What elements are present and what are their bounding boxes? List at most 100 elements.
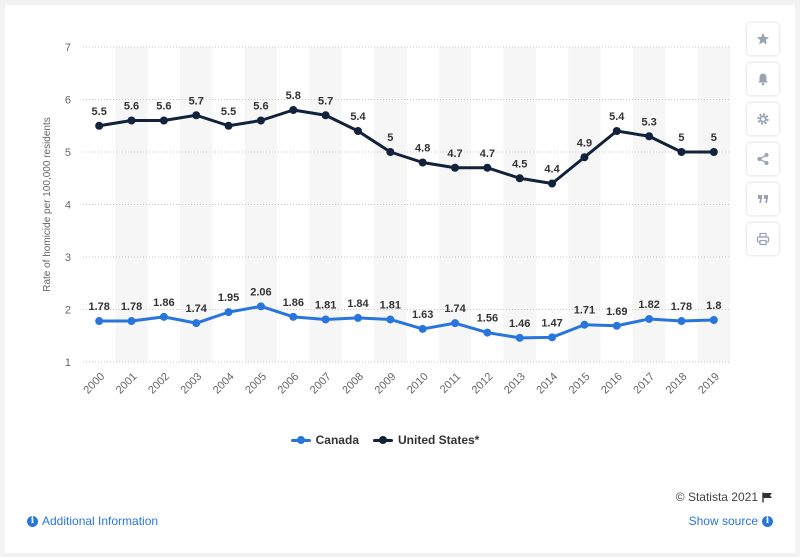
copyright-text: © Statista 2021	[675, 490, 758, 504]
legend-label-canada: Canada	[315, 433, 359, 447]
x-tick-label: 2004	[211, 371, 237, 397]
x-tick-label: 2005	[243, 371, 269, 397]
x-tick-label: 2001	[114, 371, 140, 397]
x-tick-label: 2003	[179, 371, 205, 397]
additional-information-link[interactable]: i Additional Information	[27, 514, 158, 528]
data-label: 1.78	[88, 301, 109, 313]
print-button[interactable]	[747, 223, 779, 255]
data-point	[645, 132, 654, 141]
data-label: 5.6	[156, 101, 171, 113]
data-label: 5.6	[124, 101, 139, 113]
data-label: 5.3	[641, 116, 656, 128]
data-point	[483, 163, 492, 172]
x-tick-label: 2017	[631, 371, 657, 397]
data-label: 1.81	[380, 299, 401, 311]
copyright: © Statista 2021	[676, 490, 773, 504]
favorite-button[interactable]	[747, 23, 779, 55]
data-point	[224, 308, 233, 317]
line-chart: 1 2 3 4 5 6 7 Rate of homicide per 100,000 resi…	[42, 42, 730, 397]
data-label: 1.71	[574, 305, 595, 317]
bell-icon	[758, 73, 768, 86]
legend-swatch-united-states	[373, 435, 393, 445]
y-tick-label: 2	[65, 305, 71, 317]
data-point	[548, 333, 557, 342]
legend-label-united-states: United States*	[398, 433, 480, 447]
data-label: 5.4	[609, 111, 625, 123]
data-label: 4.8	[415, 143, 430, 155]
x-tick-label: 2018	[664, 371, 690, 397]
series-line-united-states	[98, 108, 714, 185]
data-label: 1.74	[444, 303, 466, 315]
data-point	[612, 321, 621, 330]
info-icon: i	[762, 515, 773, 527]
data-point	[709, 316, 718, 324]
data-point	[709, 148, 718, 156]
legend-item-canada[interactable]: Canada	[290, 433, 359, 447]
x-tick-label: 2007	[308, 371, 334, 397]
y-tick-label: 1	[65, 357, 71, 369]
data-point	[256, 302, 265, 311]
y-tick-label: 3	[65, 252, 71, 264]
data-label: 5.4	[350, 111, 366, 123]
data-label: 5	[711, 132, 717, 144]
x-tick-label: 2002	[146, 371, 172, 397]
x-tick-label: 2009	[373, 371, 399, 397]
quote-icon	[758, 195, 768, 204]
star-icon	[757, 33, 769, 45]
data-point	[515, 333, 524, 342]
data-label: 1.84	[347, 298, 369, 310]
additional-information-label: Additional Information	[42, 514, 159, 528]
column-band	[503, 47, 536, 362]
gear-icon	[757, 113, 769, 125]
data-point	[256, 116, 265, 125]
data-point	[95, 317, 104, 326]
data-label: 1.81	[315, 299, 336, 311]
data-point	[515, 174, 524, 183]
data-point	[580, 153, 589, 162]
x-tick-label: 2006	[276, 371, 302, 397]
chart-card: 1 2 3 4 5 6 7 Rate of homicide per 100,000 resi…	[5, 5, 795, 553]
notification-button[interactable]	[747, 63, 779, 95]
settings-button[interactable]	[747, 103, 779, 135]
data-label: 5.8	[286, 90, 301, 102]
y-axis-label: Rate of homicide per 100,000 residents	[42, 117, 53, 292]
data-point	[451, 163, 460, 172]
data-point	[580, 320, 589, 329]
data-point	[159, 116, 168, 125]
print-icon	[756, 232, 770, 246]
data-label: 1.86	[153, 297, 174, 309]
share-icon	[757, 153, 769, 165]
data-label: 1.69	[606, 306, 627, 318]
y-tick-label: 5	[65, 147, 71, 159]
data-point	[321, 111, 330, 120]
data-label: 1.56	[477, 313, 498, 325]
data-label: 1.78	[121, 301, 142, 313]
data-label: 1.74	[186, 303, 208, 315]
data-point	[677, 148, 686, 156]
data-label: 4.4	[544, 164, 560, 176]
data-point	[483, 328, 492, 337]
legend-item-united-states[interactable]: United States*	[373, 433, 479, 447]
x-tick-label: 2016	[599, 371, 625, 397]
data-label: 5.7	[318, 95, 333, 107]
x-tick-label: 2000	[81, 371, 107, 397]
data-point	[353, 127, 362, 135]
x-tick-label: 2010	[405, 371, 431, 397]
data-point	[192, 319, 201, 328]
data-point	[548, 179, 557, 188]
cite-button[interactable]	[747, 183, 779, 215]
show-source-link[interactable]: Show source i	[689, 514, 773, 528]
share-button[interactable]	[747, 143, 779, 175]
data-point	[418, 158, 427, 167]
data-point	[451, 319, 460, 328]
data-point	[386, 315, 395, 324]
flag-icon[interactable]	[762, 492, 773, 503]
legend: Canada United States*	[5, 433, 765, 447]
data-point	[386, 148, 395, 156]
show-source-label: Show source	[688, 514, 758, 528]
info-icon: i	[27, 515, 38, 527]
x-tick-label: 2008	[340, 371, 366, 397]
data-point	[192, 111, 201, 120]
data-point	[418, 324, 427, 333]
data-label: 4.9	[577, 137, 592, 149]
